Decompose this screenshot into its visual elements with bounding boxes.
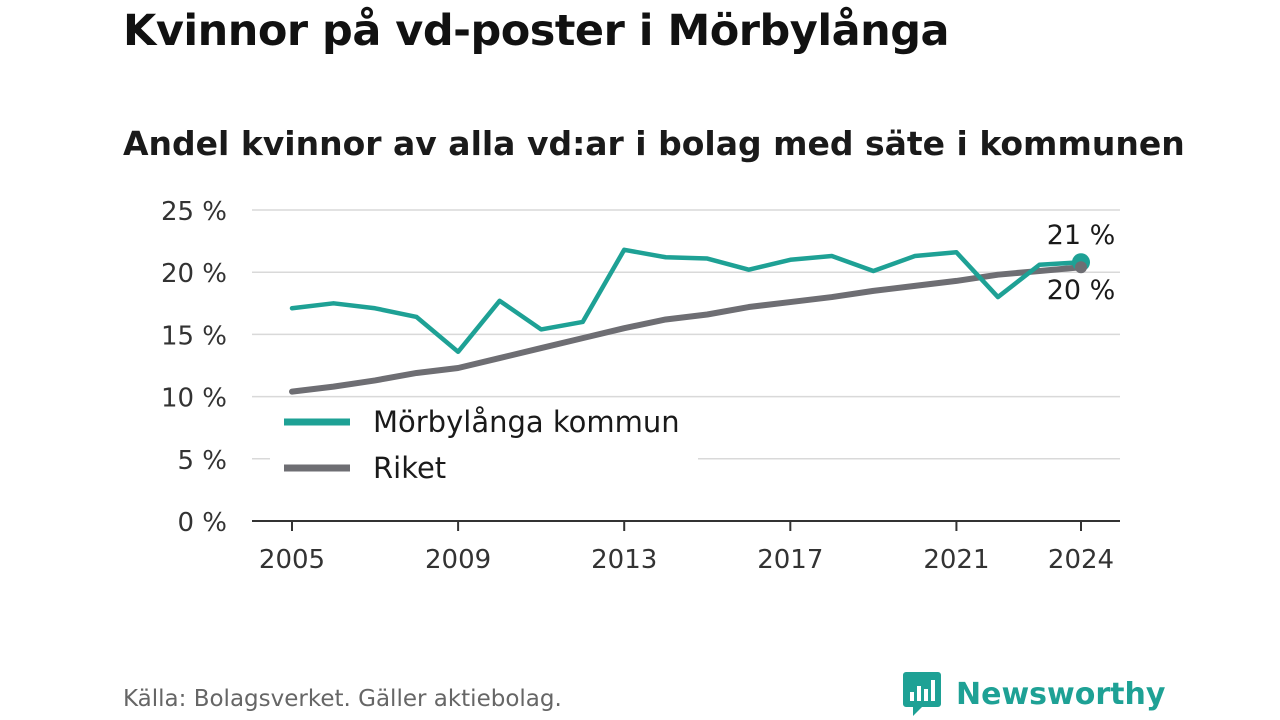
brand-name: Newsworthy [956,676,1166,712]
y-tick-label: 25 % [161,197,227,227]
legend-background [270,398,698,498]
series-line [289,247,1084,355]
x-axis: 2005 2009 2013 2017 2021 2024 [252,520,1120,575]
y-tick-label: 15 % [161,321,227,351]
chart-subtitle: Andel kvinnor av alla vd:ar i bolag med … [123,124,1185,163]
series-lines [289,247,1090,395]
newsworthy-logo-icon [903,672,941,716]
legend: Mörbylånga kommun Riket [270,398,698,498]
y-tick-label: 0 % [177,508,227,538]
x-tick-label: 2013 [591,545,657,575]
end-label: 21 % [1047,220,1116,251]
y-tick-label: 10 % [161,384,227,414]
series-line [289,264,1084,395]
y-tick-label: 20 % [161,259,227,289]
series-end-point [1075,261,1087,274]
x-tick-label: 2017 [757,545,823,575]
x-tick-label: 2021 [923,545,989,575]
x-tick-label: 2009 [425,545,491,575]
source-note: Källa: Bolagsverket. Gäller aktiebolag. [123,686,562,712]
x-tick-label: 2024 [1048,545,1114,575]
legend-label: Mörbylånga kommun [373,405,680,439]
line-chart: 0 %5 %10 %15 %20 %25 % 2005 2009 2013 2017 2… [161,197,1120,575]
end-label: 20 % [1047,275,1116,306]
end-labels: 21 % 20 % [1047,220,1116,306]
y-tick-label: 5 % [177,446,227,476]
y-axis-ticks: 0 % 5 % 10 % 15 % 20 % 25 % [161,197,227,538]
brand: Newsworthy [902,670,1165,718]
x-tick-label: 2005 [259,545,325,575]
legend-label: Riket [373,451,446,485]
chart-title: Kvinnor på vd-poster i Mörbylånga [123,6,950,56]
